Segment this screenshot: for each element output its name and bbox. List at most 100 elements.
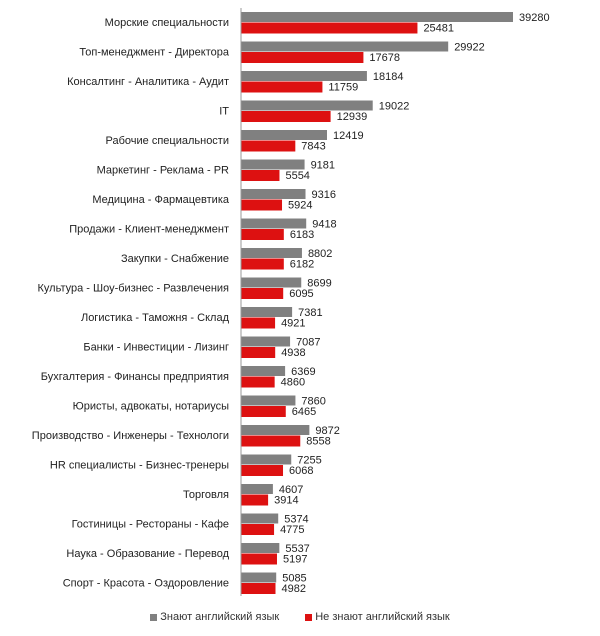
data-label: 6095: [289, 288, 313, 300]
bar-dont-know-english: [241, 583, 276, 594]
bar-dont-know-english: [241, 553, 277, 565]
data-label: 8699: [307, 278, 331, 290]
data-label: 6182: [290, 259, 314, 271]
legend-item-know-english: Знают английский язык: [150, 611, 279, 623]
bar-know-english: [241, 572, 277, 583]
data-label: 39280: [519, 12, 550, 24]
data-label: 6465: [292, 406, 316, 418]
data-label: 4607: [279, 484, 303, 496]
legend: Знают английский язык Не знают английски…: [0, 611, 600, 623]
bar-dont-know-english: [241, 52, 364, 63]
bar-know-english: [241, 41, 449, 52]
category-label: Закупки - Снабжение: [121, 253, 229, 265]
data-label: 5924: [288, 200, 312, 212]
data-label: 12939: [337, 111, 368, 123]
bar-know-english: [241, 71, 367, 81]
data-label: 5197: [283, 554, 307, 566]
category-label: Банки - Инвестиции - Лизинг: [83, 342, 229, 354]
category-label: Наука - Образование - Перевод: [66, 548, 229, 560]
category-label: Морские специальности: [105, 17, 229, 29]
bar-know-english: [241, 248, 302, 258]
data-label: 11759: [328, 82, 358, 94]
data-label: 9181: [311, 160, 335, 172]
data-label: 8558: [306, 436, 330, 448]
data-label: 7087: [296, 337, 320, 349]
category-label: Спорт - Красота - Оздоровление: [63, 578, 229, 590]
category-label: Медицина - Фармацевтика: [92, 194, 230, 206]
data-label: 4982: [281, 583, 305, 595]
bar-know-english: [241, 336, 291, 347]
bar-dont-know-english: [241, 376, 275, 388]
legend-item-dont-know-english: Не знают английский язык: [305, 611, 450, 623]
data-label: 6068: [289, 465, 313, 477]
data-label: 29922: [454, 42, 485, 54]
category-label: Производство - Инженеры - Технологи: [32, 430, 229, 442]
data-label: 18184: [373, 71, 404, 83]
bar-dont-know-english: [241, 288, 284, 299]
bar-dont-know-english: [241, 317, 276, 329]
category-label: IT: [219, 106, 229, 118]
data-label: 25481: [423, 23, 454, 35]
bar-know-english: [241, 513, 279, 524]
bar-dont-know-english: [241, 229, 284, 240]
bar-dont-know-english: [241, 140, 296, 152]
bar-dont-know-english: [241, 258, 284, 270]
data-label: 12419: [333, 130, 364, 142]
bar-know-english: [241, 425, 310, 435]
data-label: 8802: [308, 248, 332, 260]
bar-dont-know-english: [241, 524, 275, 535]
bar-dont-know-english: [241, 81, 323, 93]
bar-know-english: [241, 277, 302, 288]
data-label: 9418: [312, 219, 336, 231]
bar-know-english: [241, 307, 293, 317]
category-label: Юристы, адвокаты, нотариусы: [73, 401, 229, 413]
bar-dont-know-english: [241, 406, 286, 417]
category-label: Консалтинг - Аналитика - Аудит: [67, 76, 229, 88]
legend-swatch-gray: [150, 613, 158, 621]
data-label: 19022: [379, 101, 410, 113]
category-label: Продажи - Клиент-менеджмент: [69, 224, 229, 236]
bar-know-english: [241, 454, 292, 465]
legend-label: Не знают английский язык: [315, 611, 450, 623]
data-label: 5537: [285, 543, 309, 555]
bar-know-english: [241, 189, 306, 199]
category-label: Гостиницы - Рестораны - Кафе: [72, 519, 229, 531]
data-label: 4921: [281, 318, 305, 330]
data-label: 4860: [281, 377, 305, 389]
legend-label: Знают английский язык: [160, 611, 280, 623]
bar-know-english: [241, 218, 307, 229]
bar-dont-know-english: [241, 465, 284, 476]
bar-dont-know-english: [241, 22, 418, 34]
category-label: Бухгалтерия - Финансы предприятия: [41, 371, 229, 383]
data-label: 3914: [274, 495, 298, 507]
bar-know-english: [241, 395, 296, 406]
data-label: 5554: [285, 170, 309, 182]
bar-know-english: [241, 100, 373, 111]
bar-dont-know-english: [241, 199, 283, 211]
bar-dont-know-english: [241, 347, 276, 358]
data-label: 7843: [301, 141, 325, 153]
data-label: 4775: [280, 524, 304, 536]
bar-dont-know-english: [241, 111, 331, 122]
data-label: 6369: [291, 366, 315, 378]
category-label: Логистика - Таможня - Склад: [81, 312, 230, 324]
bar-know-english: [241, 366, 286, 376]
bar-know-english: [241, 130, 327, 140]
data-label: 4938: [281, 347, 305, 359]
data-label: 9316: [312, 189, 336, 201]
category-label: Культура - Шоу-бизнес - Развлечения: [38, 283, 230, 295]
category-label: Топ-менеджмент - Директора: [79, 47, 229, 59]
data-label: 7255: [297, 455, 321, 467]
category-label: Торговля: [183, 489, 229, 501]
bar-know-english: [241, 543, 280, 553]
legend-swatch-red: [305, 613, 313, 621]
bar-dont-know-english: [241, 494, 269, 506]
category-label: Рабочие специальности: [106, 135, 229, 147]
bar-dont-know-english: [241, 435, 301, 447]
bar-know-english: [241, 484, 273, 494]
category-label: HR специалисты - Бизнес-тренеры: [50, 460, 229, 472]
bar-dont-know-english: [241, 170, 280, 181]
bar-know-english: [241, 12, 513, 22]
